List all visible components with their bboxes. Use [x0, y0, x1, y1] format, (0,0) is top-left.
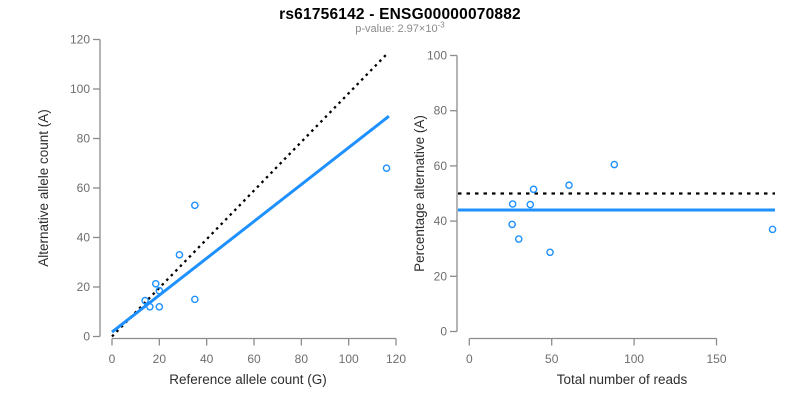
data-point	[546, 248, 554, 257]
data-point	[191, 295, 199, 304]
x-tick-label: 120	[386, 352, 406, 366]
right-chart: 0 20 40 60 80 100 0 50 100 150 Total number of rea…	[412, 49, 777, 387]
y-tick-label: 120	[70, 33, 90, 47]
y-tick-label: 100	[427, 49, 447, 63]
x-tick-label: 150	[706, 352, 726, 366]
y-tick-label: 80	[77, 132, 91, 146]
y-tick-label: 0	[440, 325, 447, 339]
y-tick-label: 40	[434, 214, 448, 228]
x-tick-label: 0	[466, 352, 473, 366]
x-tick-label: 100	[339, 352, 359, 366]
y-tick-label: 40	[77, 231, 91, 245]
y-axis-title: Alternative allele count (A)	[36, 109, 51, 267]
y-tick-label: 60	[77, 181, 91, 195]
data-point	[382, 164, 391, 172]
x-tick-label: 80	[295, 352, 309, 366]
x-tick-label: 100	[624, 352, 644, 366]
y-axis-title: Percentage alternative (A)	[412, 115, 427, 272]
x-axis-title: Total number of reads	[557, 372, 688, 387]
figure-subtitle: p-value: 2.97×10-3	[0, 20, 800, 35]
y-tick-label: 0	[83, 330, 90, 344]
identity-line	[111, 53, 388, 338]
pvalue-mantissa: 2.97	[397, 23, 419, 35]
x-tick-label: 20	[153, 352, 167, 366]
regression-line	[111, 115, 390, 334]
data-point	[508, 220, 516, 229]
data-point	[175, 251, 184, 259]
left-chart: 0 20 40 60 80 100 120 0 20 40 60 80 100 120 Reference …	[36, 33, 406, 388]
y-tick-label: 80	[434, 104, 448, 118]
x-tick-label: 60	[247, 352, 261, 366]
x-tick-label: 40	[200, 352, 214, 366]
y-tick-label: 20	[77, 280, 91, 294]
x-tick-label: 50	[545, 352, 559, 366]
pvalue-exponent: -3	[437, 20, 445, 30]
y-tick-label: 20	[434, 269, 448, 283]
data-point	[610, 160, 619, 169]
x-tick-label: 0	[109, 352, 116, 366]
x-axis-title: Reference allele count (G)	[169, 372, 327, 387]
data-point	[514, 235, 523, 243]
data-point	[529, 185, 538, 194]
data-point	[141, 296, 149, 305]
data-point	[565, 181, 573, 190]
figure-title: rs61756142 - ENSG00000070882	[279, 6, 521, 23]
data-point	[155, 286, 164, 295]
data-point	[155, 302, 164, 311]
data-point	[526, 200, 535, 209]
y-tick-label: 100	[70, 82, 90, 96]
data-point	[146, 302, 154, 311]
pvalue-times-base: ×10	[418, 23, 438, 35]
pvalue-prefix: p-value:	[355, 23, 398, 35]
data-point	[768, 225, 777, 234]
data-point	[151, 279, 160, 288]
data-point	[508, 200, 517, 208]
y-tick-label: 60	[434, 159, 448, 173]
data-point	[191, 201, 199, 210]
